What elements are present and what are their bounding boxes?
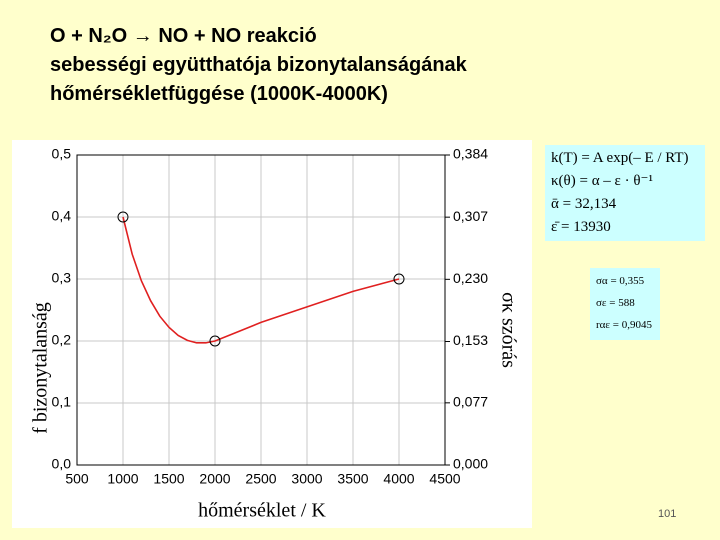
title-line: O + N₂O → NO + NO reakció (50, 25, 317, 47)
curve (122, 216, 400, 344)
slide-title: O + N₂O → NO + NO reakció sebességi együ… (50, 22, 467, 109)
y-tick-label: 0,1 (52, 394, 72, 410)
formula: ᾱ = 32,134 (551, 196, 617, 212)
x-tick-label: 2000 (199, 471, 230, 487)
page-number: 101 (658, 508, 677, 520)
plot-frame (76, 154, 446, 466)
y-tick-label: 0,2 (52, 332, 72, 348)
title-line: sebességi együtthatója bizonytalanságána… (50, 54, 467, 76)
y-axis-label: f bizonytalanság (30, 302, 52, 434)
stat: σα = 0,355 (596, 275, 645, 287)
y-tick-label: 0,5 (52, 146, 72, 162)
marker (393, 273, 405, 285)
y2-tick-label: 0,153 (453, 332, 488, 348)
y-tick-label: 0,3 (52, 270, 72, 286)
x-tick-label: 2500 (245, 471, 276, 487)
y-tick-label: 0,4 (52, 208, 72, 224)
y2-tick-label: 0,077 (453, 394, 488, 410)
stats-box: σα = 0,355 σε = 588 rαε = 0,9045 (590, 268, 660, 340)
y-tick-label: 0,0 (52, 456, 72, 472)
stat: σε = 588 (596, 297, 635, 309)
y2-tick-label: 0,230 (453, 270, 488, 286)
x-tick-label: 4500 (429, 471, 460, 487)
marker (209, 335, 221, 347)
stat: rαε = 0,9045 (596, 319, 652, 331)
formula: κ(θ) = α – ε · θ⁻¹ (551, 173, 653, 189)
formula: ε̄ = 13930 (551, 219, 611, 235)
marker (117, 211, 129, 223)
chart: f bizonytalanság σκ szórás hőmérséklet /… (12, 140, 532, 528)
y2-tick-label: 0,307 (453, 208, 488, 224)
x-tick-label: 3500 (337, 471, 368, 487)
x-tick-label: 3000 (291, 471, 322, 487)
x-tick-label: 1500 (153, 471, 184, 487)
formula: k(T) = A exp(– E / RT) (551, 150, 689, 166)
x-axis-label: hőmérséklet / K (198, 500, 326, 522)
title-line: hőmérsékletfüggése (1000K-4000K) (50, 83, 388, 105)
y2-tick-label: 0,000 (453, 456, 488, 472)
x-tick-label: 4000 (383, 471, 414, 487)
x-tick-label: 500 (65, 471, 89, 487)
formula-box: k(T) = A exp(– E / RT) κ(θ) = α – ε · θ⁻… (545, 145, 705, 241)
y2-axis-label: σκ szórás (497, 292, 519, 368)
x-tick-label: 1000 (107, 471, 138, 487)
y2-tick-label: 0,384 (453, 146, 488, 162)
